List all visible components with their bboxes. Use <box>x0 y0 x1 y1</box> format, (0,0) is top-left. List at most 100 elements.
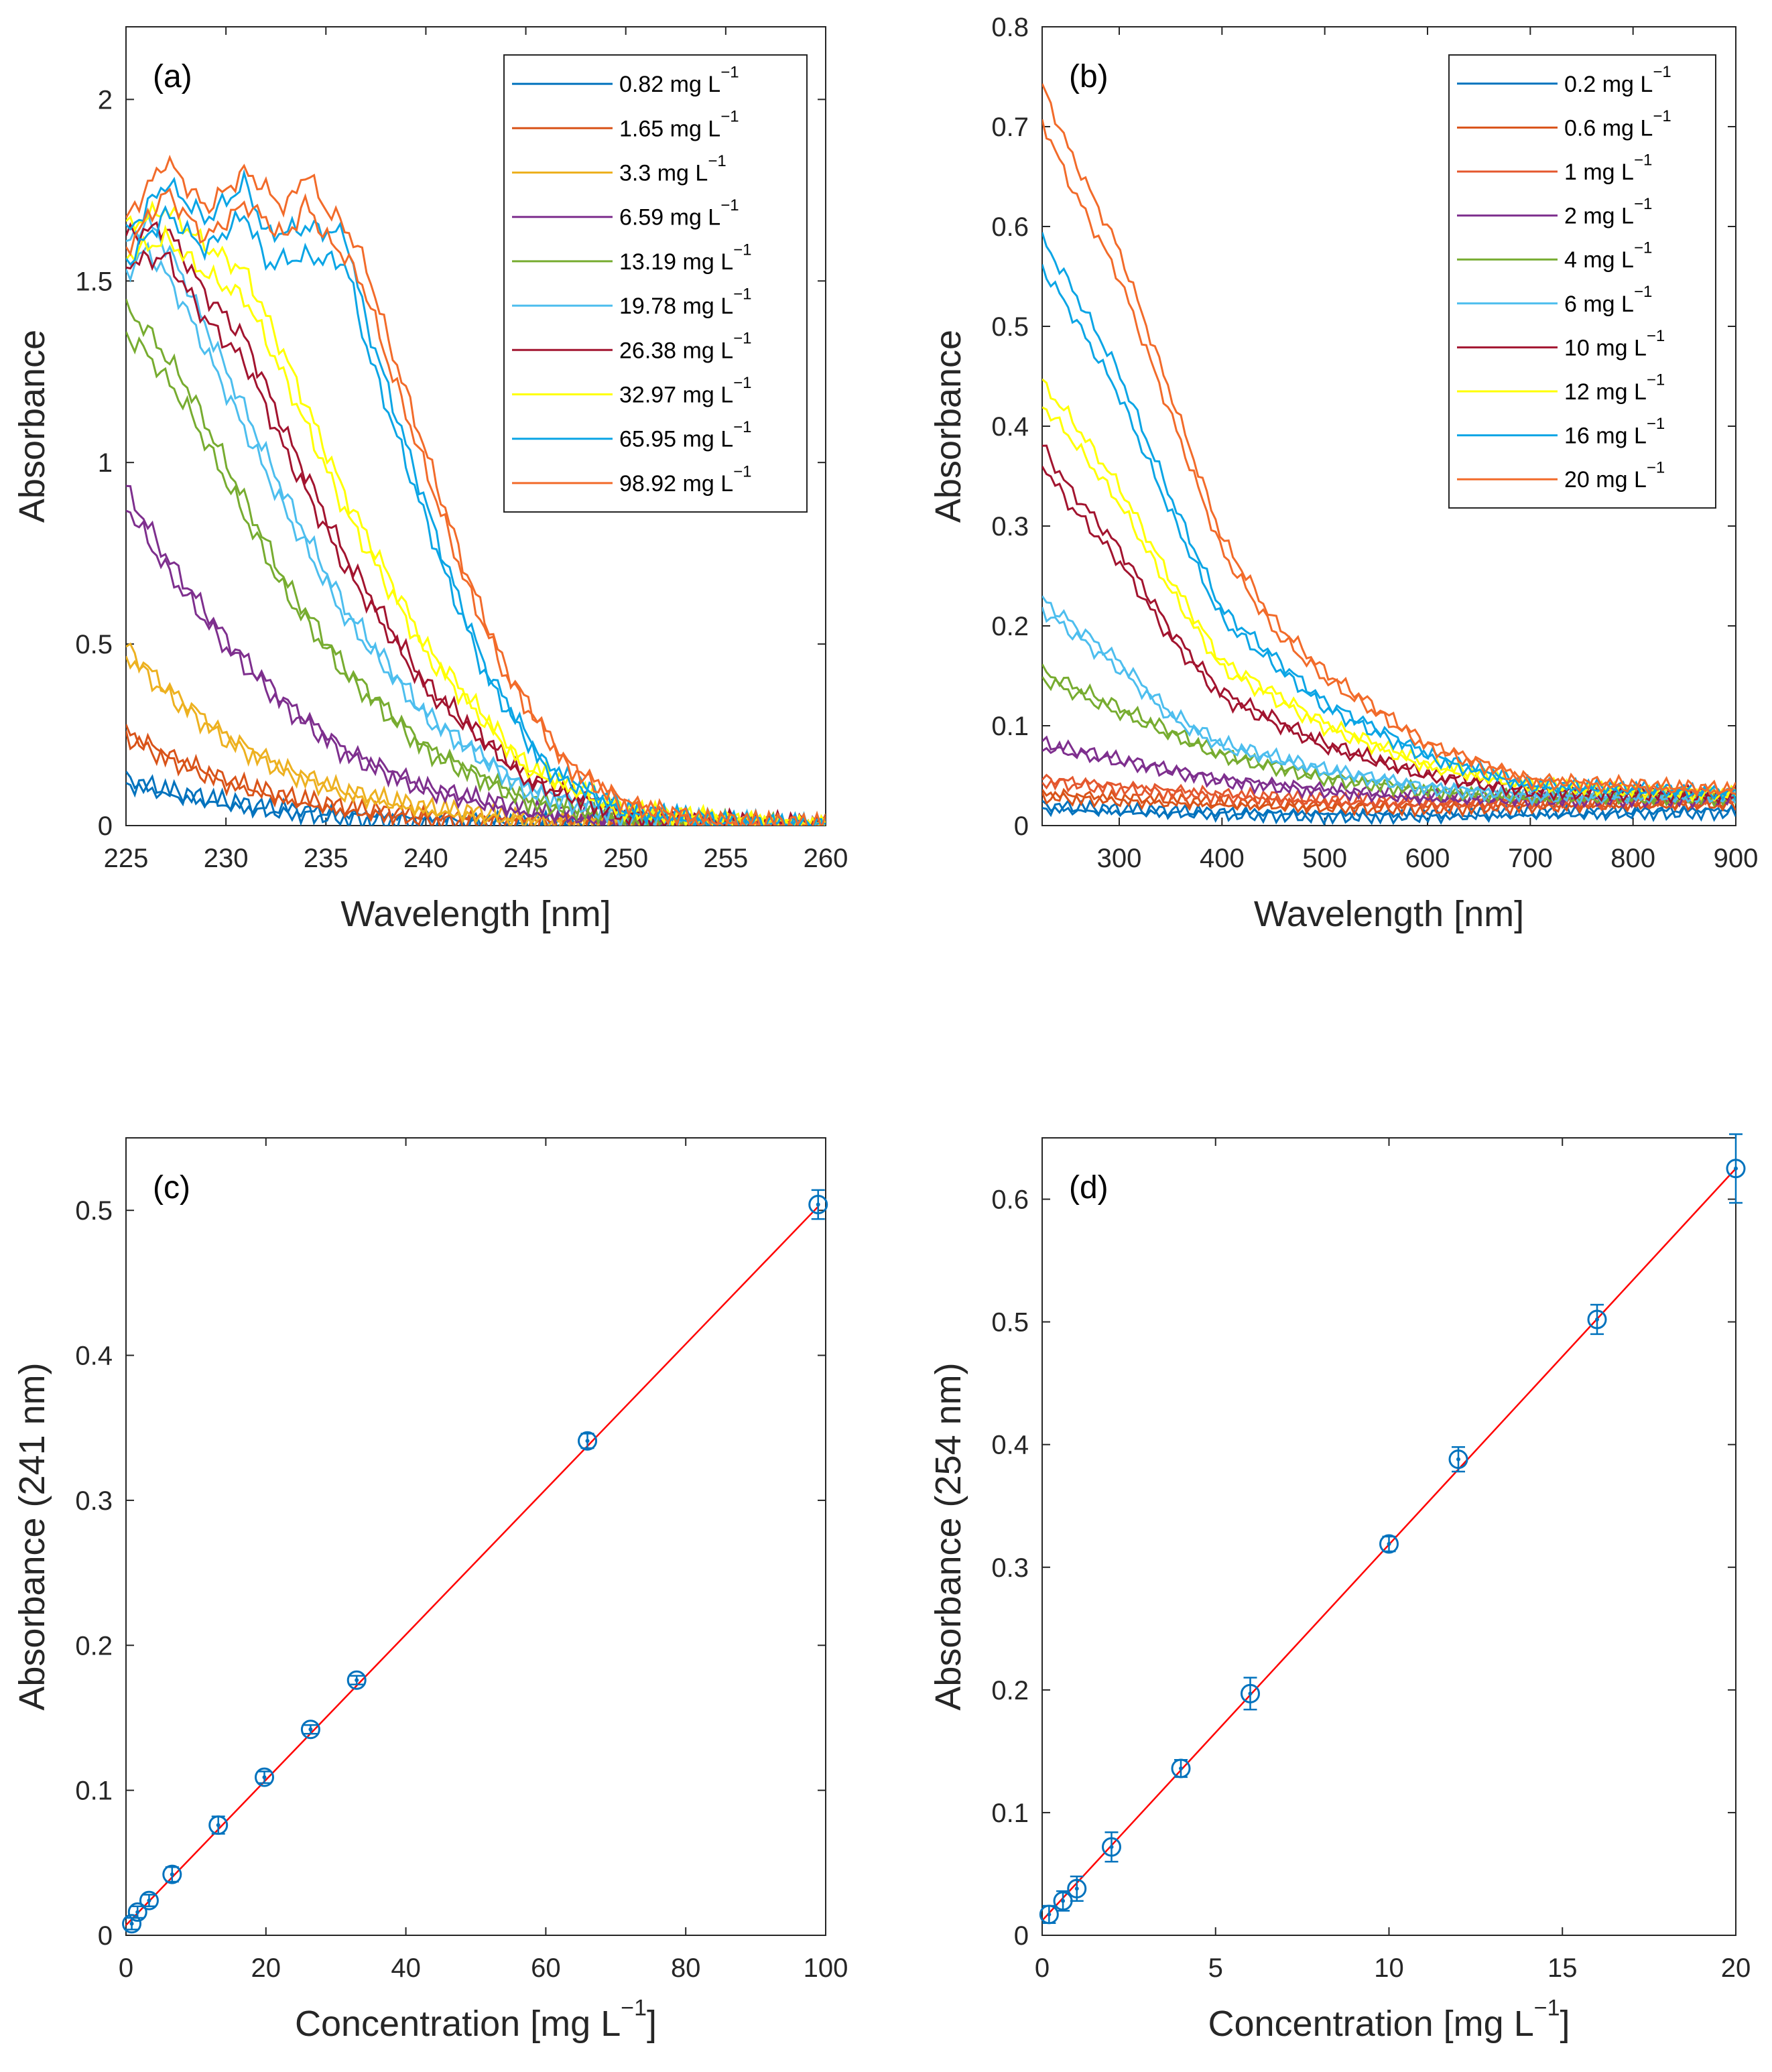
marker-center <box>129 1921 134 1926</box>
marker-center <box>585 1439 590 1443</box>
marker-center <box>1179 1766 1183 1771</box>
y-axis-label: Absorbance (254 nm) <box>928 1362 968 1710</box>
panel-d: 0 5 10 15 20 0 0.1 0.2 0.3 0.4 0.5 0.6 Concentration… <box>928 1133 1751 2044</box>
legend-label: 20 mg L−1 <box>1564 459 1665 493</box>
marker-center <box>1074 1886 1079 1891</box>
data-point <box>1241 1677 1260 1711</box>
y-tick-label: 0.5 <box>991 312 1029 342</box>
series-line-7 <box>1042 444 1736 801</box>
y-axis-label: Absorbance <box>928 330 968 523</box>
marker <box>1171 1758 1191 1778</box>
y-axis-label: Absorbance <box>12 330 52 523</box>
legend-label: 0.2 mg L−1 <box>1564 63 1671 97</box>
marker-center <box>135 1910 140 1915</box>
marker <box>1039 1904 1059 1925</box>
panel-b: 300 400 500 600 700 800 900 0 0.1 0.2 0.3 0.4 0.5 0.6… <box>928 13 1758 934</box>
x-axis-label: Wavelength [nm] <box>1254 894 1524 934</box>
data-point <box>1587 1303 1607 1336</box>
x-tick-label: 0 <box>1035 1953 1050 1983</box>
series-group <box>126 154 826 826</box>
x-tick-label: 900 <box>1714 844 1759 873</box>
y-tick-label: 1.5 <box>75 267 113 296</box>
y-tick-label: 0.1 <box>75 1776 113 1806</box>
legend-label: 16 mg L−1 <box>1564 415 1665 449</box>
legend: 0.82 mg L−1 1.65 mg L−1 3.3 mg L−1 6.59 mg … <box>503 54 808 513</box>
marker-center <box>1734 1166 1738 1171</box>
series-line-1 <box>1042 799 1736 826</box>
series-line-9 <box>1042 232 1736 801</box>
marker-center <box>1456 1457 1460 1462</box>
marker <box>300 1720 320 1740</box>
x-tick-label: 0 <box>119 1953 133 1983</box>
marker-center <box>1109 1845 1114 1850</box>
y-tick-label: 0.4 <box>991 1431 1029 1460</box>
x-tick-label: 240 <box>403 844 448 873</box>
y-axis-label: Absorbance (241 nm) <box>12 1362 52 1710</box>
marker-center <box>1061 1898 1066 1903</box>
x-tick-label: 15 <box>1547 1953 1578 1983</box>
x-tick-label: 800 <box>1610 844 1655 873</box>
legend-box <box>1448 54 1716 509</box>
data-point <box>578 1431 598 1451</box>
panel-c: 0 20 40 60 80 100 0 0.1 0.2 0.3 0.4 0.5 Concentratio… <box>12 1137 848 2044</box>
legend-label: 0.82 mg L−1 <box>619 64 739 98</box>
x-tick-label: 400 <box>1200 844 1245 873</box>
data-point <box>139 1890 159 1911</box>
y-tick-label: 0.5 <box>991 1308 1029 1338</box>
legend-label: 2 mg L−1 <box>1564 195 1652 229</box>
legend-label: 1.65 mg L−1 <box>619 108 739 142</box>
y-tick-label: 2 <box>98 85 113 115</box>
marker <box>1379 1534 1399 1554</box>
legend-label: 6.59 mg L−1 <box>619 196 739 231</box>
x-axis-label: Concentration [mg L−1] <box>1208 1995 1570 2044</box>
marker <box>162 1864 182 1884</box>
x-tick-label: 10 <box>1374 1953 1404 1983</box>
x-tick-label: 230 <box>204 844 249 873</box>
legend-label: 19.78 mg L−1 <box>619 285 752 320</box>
y-tick-label: 0 <box>1014 812 1029 841</box>
marker-center <box>1595 1317 1599 1321</box>
x-tick-label: 5 <box>1208 1953 1223 1983</box>
y-tick-label: 0.5 <box>75 1196 113 1226</box>
marker <box>1726 1159 1746 1179</box>
axes-box <box>125 1137 826 1936</box>
marker <box>1241 1683 1260 1703</box>
marker <box>1067 1878 1087 1898</box>
y-tick-label: 0.3 <box>991 1553 1029 1583</box>
x-axis-label: Concentration [mg L−1] <box>295 1995 657 2044</box>
y-tick-label: 0.4 <box>75 1342 113 1371</box>
fit-line <box>125 1205 820 1926</box>
legend: 0.2 mg L−1 0.6 mg L−1 1 mg L−1 2 mg L−1 4 mg… <box>1448 54 1716 509</box>
data-point <box>1039 1904 1059 1925</box>
marker-center <box>308 1727 313 1732</box>
y-tick-label: 0.3 <box>75 1486 113 1516</box>
legend-label: 1 mg L−1 <box>1564 151 1652 185</box>
series-line-5 <box>1042 663 1736 807</box>
panel-a: 225 230 235 240 245 250 255 260 0 0.5 1 1.5 2 Wavelen… <box>12 26 848 934</box>
x-tick-label: 235 <box>304 844 349 873</box>
marker <box>578 1431 598 1451</box>
y-tick-label: 0.6 <box>991 1185 1029 1215</box>
y-tick-label: 0.6 <box>991 212 1029 242</box>
marker-center <box>147 1898 151 1903</box>
x-tick-label: 600 <box>1405 844 1450 873</box>
x-tick-label: 245 <box>503 844 548 873</box>
x-tick-label: 700 <box>1508 844 1553 873</box>
series-line-9 <box>1042 264 1736 801</box>
y-tick-label: 0.3 <box>991 512 1029 541</box>
marker <box>1587 1309 1607 1330</box>
x-tick-label: 225 <box>104 844 149 873</box>
y-tick-label: 1 <box>98 448 113 478</box>
y-tick-label: 0.8 <box>991 13 1029 42</box>
marker-center <box>1248 1691 1253 1696</box>
data-point <box>1379 1534 1399 1554</box>
x-axis-label: Wavelength [nm] <box>340 894 611 934</box>
y-tick-label: 0.2 <box>991 612 1029 641</box>
marker-center <box>355 1678 359 1683</box>
series-line-2 <box>1042 790 1736 818</box>
x-tick-label: 255 <box>703 844 748 873</box>
marker <box>1448 1449 1468 1470</box>
legend-label: 98.92 mg L−1 <box>619 462 752 497</box>
marker-center <box>816 1202 820 1207</box>
marker <box>346 1670 367 1690</box>
